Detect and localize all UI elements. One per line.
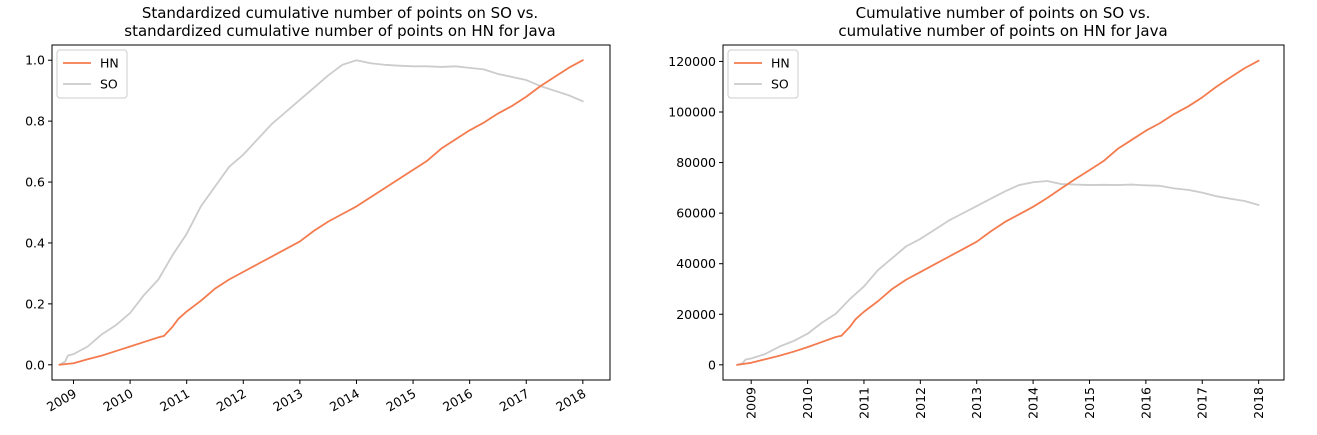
right-y-tick-label: 60000 <box>676 206 716 221</box>
right-y-tick-label: 80000 <box>676 155 716 170</box>
right-chart-title-line-2: cumulative number of points on HN for Ja… <box>838 22 1167 40</box>
right-x-tick-label: 2011 <box>856 387 871 419</box>
right-y-tick-label: 0 <box>708 357 716 372</box>
right-legend-box <box>727 49 799 99</box>
right-x-tick-label: 2010 <box>800 387 815 419</box>
left-chart: Standardized cumulative number of points… <box>25 4 611 415</box>
right-series-so-line <box>736 180 1260 366</box>
right-legend-label-hn: HN <box>771 56 790 71</box>
left-legend-label-hn: HN <box>100 56 119 71</box>
right-y-tick-label: 40000 <box>676 256 716 271</box>
left-legend-box <box>56 49 128 99</box>
left-chart-title-line-2: standardized cumulative number of points… <box>124 22 555 40</box>
right-chart: Cumulative number of points on SO vs. cu… <box>668 4 1285 419</box>
right-x-tick-label: 2016 <box>1138 387 1153 419</box>
left-y-tick-label: 0.0 <box>25 357 45 372</box>
left-x-tick-label: 2009 <box>44 386 79 415</box>
right-y-tick-label: 20000 <box>676 307 716 322</box>
left-x-tick-label: 2014 <box>327 386 362 415</box>
right-x-tick-label: 2015 <box>1082 387 1097 419</box>
left-y-tick-label: 0.2 <box>25 296 45 311</box>
right-x-tick-label: 2018 <box>1251 387 1266 419</box>
right-legend-label-so: SO <box>771 77 789 92</box>
left-y-tick-label: 0.8 <box>25 114 45 129</box>
left-chart-title-line-1: Standardized cumulative number of points… <box>142 4 538 22</box>
left-x-tick-label: 2016 <box>440 386 475 415</box>
right-series-hn-line <box>736 59 1260 366</box>
right-x-tick-label: 2017 <box>1195 387 1210 419</box>
left-x-tick-label: 2017 <box>497 386 532 415</box>
left-y-tick-label: 1.0 <box>25 53 45 68</box>
left-y-tick-label: 0.4 <box>25 235 45 250</box>
right-chart-title-line-1: Cumulative number of points on SO vs. <box>856 4 1151 22</box>
left-y-tick-label: 0.6 <box>25 175 45 190</box>
right-y-tick-label: 120000 <box>668 54 716 69</box>
left-x-tick-label: 2018 <box>553 386 588 415</box>
left-series-hn-line <box>58 59 584 366</box>
left-x-tick-label: 2011 <box>157 386 192 415</box>
right-y-tick-label: 100000 <box>668 105 716 120</box>
right-x-tick-label: 2014 <box>1026 387 1041 419</box>
left-x-tick-label: 2012 <box>214 386 249 415</box>
left-series-so-line <box>58 59 584 366</box>
right-x-tick-label: 2009 <box>744 387 759 419</box>
right-axes-frame <box>722 44 1285 381</box>
left-legend-label-so: SO <box>100 77 118 92</box>
left-axes-frame <box>51 44 611 381</box>
right-x-tick-label: 2012 <box>913 387 928 419</box>
left-x-tick-label: 2013 <box>270 386 305 415</box>
right-x-tick-label: 2013 <box>969 387 984 419</box>
left-x-tick-label: 2010 <box>101 386 136 415</box>
left-x-tick-label: 2015 <box>384 386 419 415</box>
